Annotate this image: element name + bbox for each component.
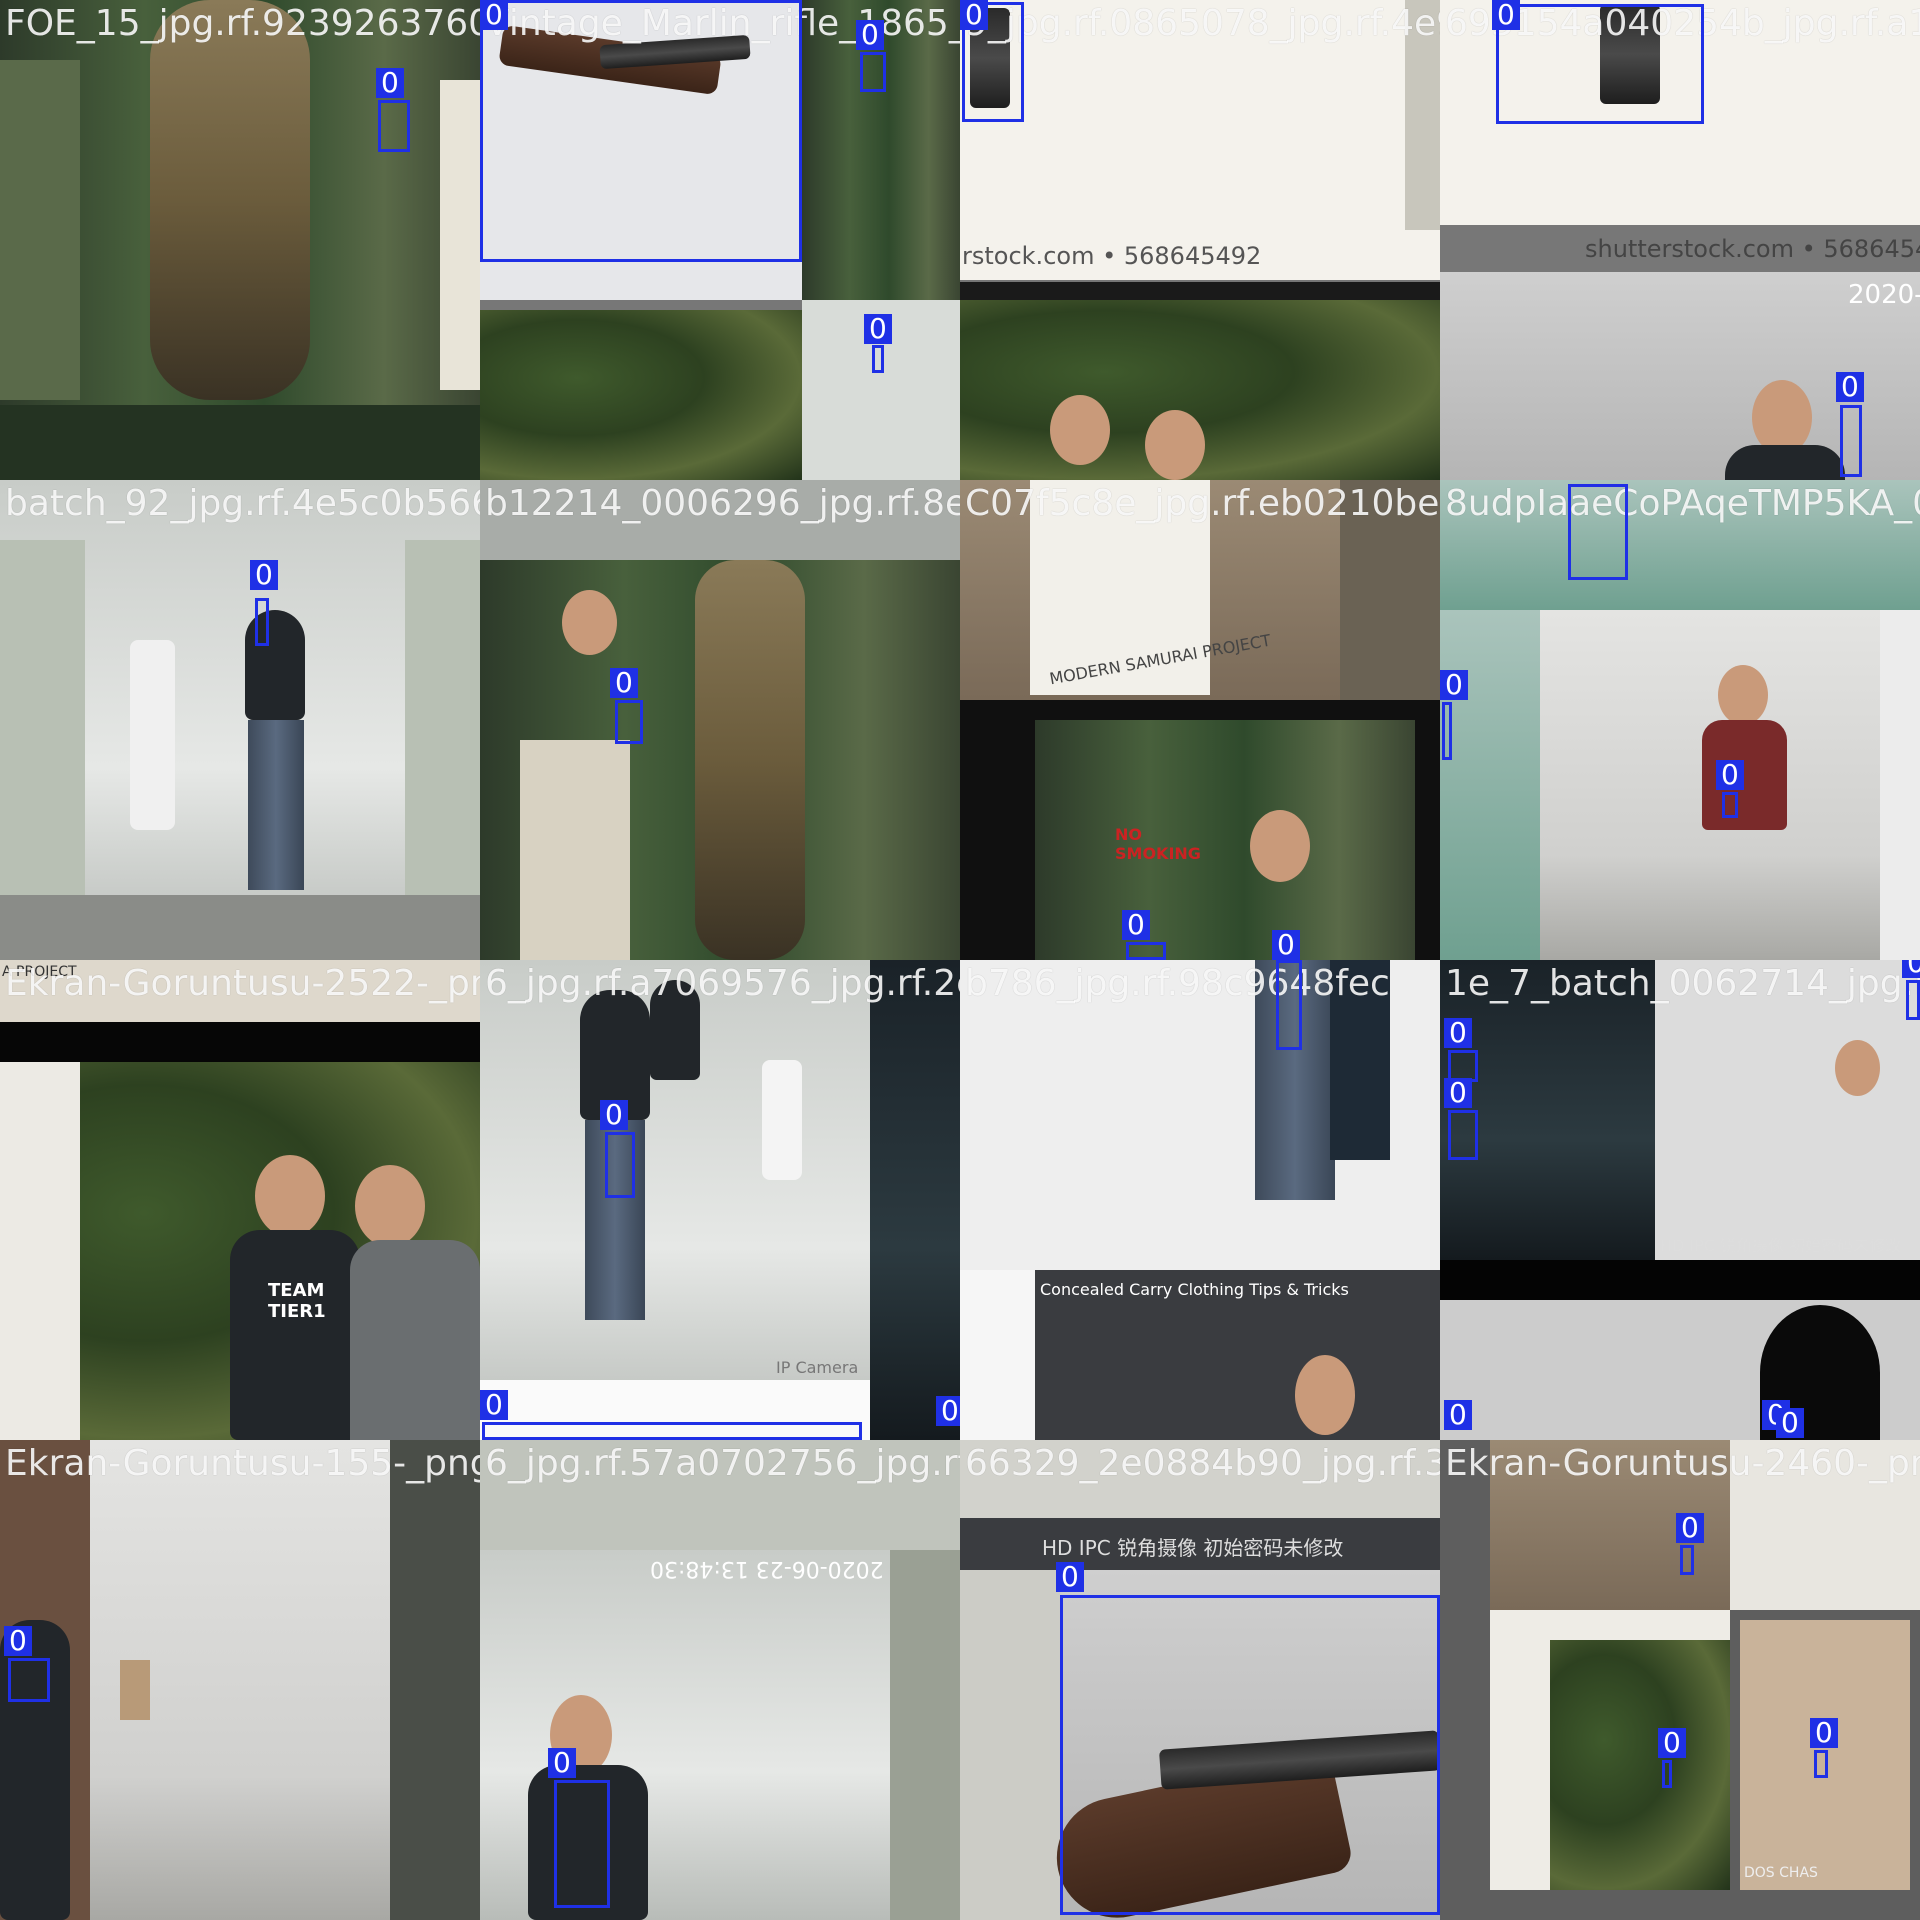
- detection-box: [1814, 1750, 1828, 1778]
- class-label: 0: [1440, 670, 1468, 700]
- tile-filename: Ekran-Goruntusu-155-_png: [5, 1443, 480, 1484]
- tile-filename: 8udpIaaeCoPAqeTMP5KA_01_: [1445, 483, 1920, 524]
- detection-box: [378, 100, 410, 152]
- tile-filename: 1e_7_batch_0062714_jpg.rf.: [1445, 963, 1920, 1004]
- class-label: 0: [600, 1100, 628, 1130]
- tile-filename: Ekran-Goruntusu-2522-_png: [5, 963, 480, 1004]
- dos-label: DOS CHAS: [1744, 1865, 1818, 1881]
- class-label: 0: [1658, 1728, 1686, 1758]
- detection-box: [1906, 980, 1920, 1020]
- tile-16: DOS CHAS Ekran-Goruntusu-2460-_png 0 0 0: [1440, 1440, 1920, 1920]
- class-label: 0: [1122, 910, 1150, 940]
- detection-box: [1568, 484, 1628, 580]
- tile-14: 2020-06-23 13:48:30 6_jpg.rf.57a0702756_…: [480, 1440, 960, 1920]
- tile-filename: batch_92_jpg.rf.4e5c0b566b: [5, 483, 480, 524]
- detection-box: [8, 1658, 50, 1702]
- detection-box: [1060, 1595, 1440, 1915]
- detection-box: [1680, 1545, 1694, 1575]
- tile-4: shutterstock.com • 568645492 2020-0 6931…: [1440, 0, 1920, 480]
- detection-box: [962, 2, 1024, 122]
- tile-filename: 693154a040254b_jpg.rf.a15: [1445, 3, 1920, 44]
- detection-box: [1662, 1760, 1672, 1788]
- class-label: 0: [1902, 960, 1920, 978]
- detection-box: [872, 345, 884, 373]
- tile-filename: C07f5c8e_jpg.rf.eb0210be84: [965, 483, 1440, 524]
- tile-filename: 6_jpg.rf.a7069576_jpg.rf.2ed: [485, 963, 960, 1004]
- tile-9: A PROJECT TEAM TIER1 Ekran-Goruntusu-252…: [0, 960, 480, 1440]
- detection-box: [1276, 960, 1302, 1050]
- hd-ipc-banner: HD IPC 锐角摄像 初始密码未修改: [1660, 1236, 1902, 1255]
- class-label: 0: [1492, 0, 1520, 30]
- tile-8: 8udpIaaeCoPAqeTMP5KA_01_ 0 0 0: [1440, 480, 1920, 960]
- class-label: 0: [1444, 1400, 1472, 1430]
- class-label: 0: [856, 20, 884, 50]
- class-label: 0: [864, 314, 892, 344]
- hd-ipc-banner: HD IPC 锐角摄像 初始密码未修改: [1042, 1536, 1344, 1560]
- detection-box: [1448, 1110, 1478, 1160]
- tile-1: FOE_15_jpg.rf.9239263760 0: [0, 0, 480, 480]
- detection-box: [1840, 405, 1862, 477]
- date-stamp: 2020-0: [1848, 280, 1920, 310]
- class-label: 0: [1810, 1718, 1838, 1748]
- class-label: 0: [960, 0, 988, 30]
- tile-5: batch_92_jpg.rf.4e5c0b566b 0: [0, 480, 480, 960]
- tile-filename: 66329_2e0884b90_jpg.rf.385e: [965, 1443, 1440, 1484]
- class-label: 0: [4, 1626, 32, 1656]
- tile-filename: 6_jpg.rf.57a0702756_jpg.rf.32e: [485, 1443, 960, 1484]
- class-label: 0: [250, 560, 278, 590]
- class-label: 0: [1836, 372, 1864, 402]
- tile-2: Vintage_Marlin_rifle_1865_Rifle 0 0 0: [480, 0, 960, 480]
- tile-10: IP Camera 6_jpg.rf.a7069576_jpg.rf.2ed 0…: [480, 960, 960, 1440]
- class-label: 0: [376, 68, 404, 98]
- tile-3: rstock.com • 568645492 9_jpg.rf.0865078_…: [960, 0, 1440, 480]
- class-label: 0: [1716, 760, 1744, 790]
- detection-box: [605, 1132, 635, 1198]
- class-label: 0: [1676, 1513, 1704, 1543]
- class-label: 0: [480, 0, 508, 30]
- detection-box: [615, 700, 643, 744]
- detection-box: [860, 52, 886, 92]
- tile-filename: b786_jpg.rf.98c9648fec: [965, 963, 1390, 1004]
- class-label: 0: [1776, 1408, 1804, 1438]
- project-sign: A PROJECT: [2, 964, 77, 980]
- detection-box: [1442, 702, 1452, 760]
- tile-filename: b12214_0006296_jpg.rf.8eb: [485, 483, 960, 524]
- detection-box: [1722, 792, 1738, 818]
- shutterstock-watermark: rstock.com • 568645492: [962, 242, 1262, 270]
- class-label: 0: [1272, 930, 1300, 960]
- tile-15: HD IPC 锐角摄像 初始密码未修改 66329_2e0884b90_jpg.…: [960, 1440, 1440, 1920]
- tile-11: Concealed Carry Clothing Tips & Tricks b…: [960, 960, 1440, 1440]
- tile-filename: 9_jpg.rf.0865078_jpg.rf.4e94: [965, 3, 1440, 44]
- shutterstock-watermark: shutterstock.com • 568645492: [1585, 235, 1920, 263]
- detection-box: [554, 1780, 610, 1908]
- detection-box: [255, 598, 269, 646]
- class-label: 0: [1444, 1018, 1472, 1048]
- tile-filename: Ekran-Goruntusu-2460-_png: [1445, 1443, 1920, 1484]
- no-smoking-sign: NO SMOKING: [1115, 825, 1201, 863]
- detection-box: [1496, 4, 1704, 124]
- detection-box: [1126, 942, 1166, 960]
- tile-filename: FOE_15_jpg.rf.9239263760: [5, 3, 480, 44]
- tile-12: HD IPC 锐角摄像 初始密码未修改 1e_7_batch_0062714_j…: [1440, 960, 1920, 1440]
- tile-6: b12214_0006296_jpg.rf.8eb 0: [480, 480, 960, 960]
- class-label: 0: [1444, 1078, 1472, 1108]
- tile-7: MODERN SAMURAI PROJECT NO SMOKING C07f5c…: [960, 480, 1440, 960]
- video-title: Concealed Carry Clothing Tips & Tricks: [1040, 1280, 1349, 1299]
- detection-box: [482, 1422, 862, 1440]
- class-label: 0: [936, 1396, 960, 1426]
- class-label: 0: [1056, 1562, 1084, 1592]
- shirt-text: TEAM TIER1: [268, 1280, 326, 1322]
- tile-13: Ekran-Goruntusu-155-_png 0: [0, 1440, 480, 1920]
- class-label: 0: [548, 1748, 576, 1778]
- class-label: 0: [480, 1390, 508, 1420]
- date-stamp: 2020-06-23 13:48:30: [650, 1556, 884, 1581]
- camera-label: IP Camera: [776, 1358, 859, 1377]
- class-label: 0: [610, 668, 638, 698]
- detection-box: [480, 0, 802, 262]
